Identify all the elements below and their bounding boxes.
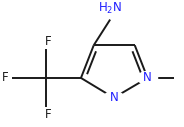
Text: N: N <box>143 72 152 84</box>
Text: N: N <box>109 91 118 104</box>
Text: F: F <box>1 72 8 84</box>
Text: F: F <box>45 108 52 121</box>
Circle shape <box>104 91 124 104</box>
Text: H$_2$N: H$_2$N <box>98 1 122 16</box>
Circle shape <box>137 72 158 84</box>
Text: F: F <box>45 35 52 48</box>
